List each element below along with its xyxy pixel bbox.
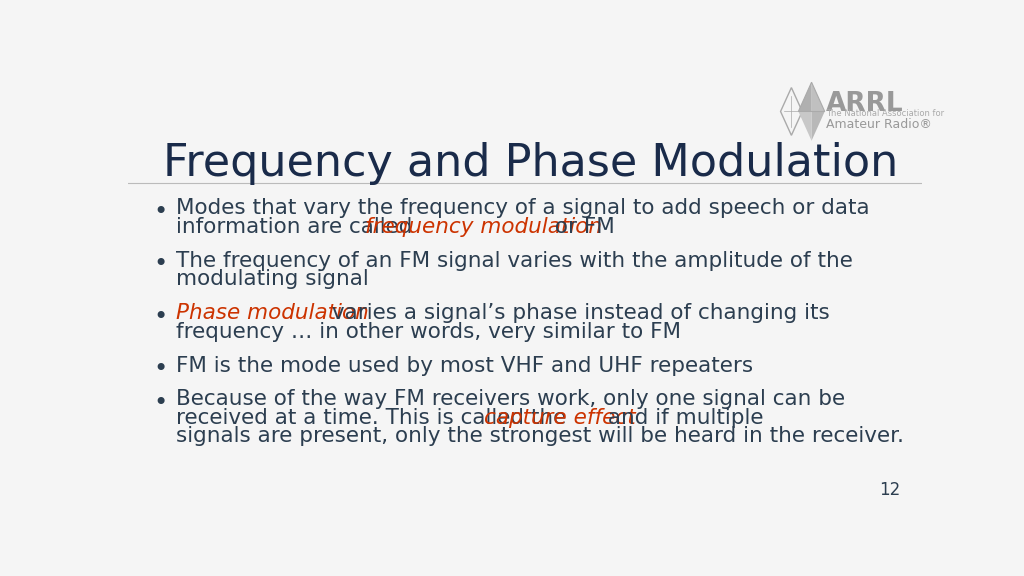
Text: 12: 12 bbox=[879, 481, 900, 499]
Text: received at a time. This is called the: received at a time. This is called the bbox=[176, 408, 573, 428]
Text: and if multiple: and if multiple bbox=[601, 408, 764, 428]
Text: •: • bbox=[154, 252, 168, 276]
Text: varies a signal’s phase instead of changing its: varies a signal’s phase instead of chang… bbox=[326, 303, 830, 323]
Polygon shape bbox=[812, 82, 824, 112]
Text: Modes that vary the frequency of a signal to add speech or data: Modes that vary the frequency of a signa… bbox=[176, 199, 869, 218]
Text: signals are present, only the strongest will be heard in the receiver.: signals are present, only the strongest … bbox=[176, 426, 904, 446]
Text: •: • bbox=[154, 391, 168, 415]
Text: information are called: information are called bbox=[176, 217, 419, 237]
Text: The National Association for: The National Association for bbox=[826, 109, 944, 118]
Text: The frequency of an FM signal varies with the amplitude of the: The frequency of an FM signal varies wit… bbox=[176, 251, 853, 271]
Polygon shape bbox=[799, 112, 812, 141]
Polygon shape bbox=[812, 112, 824, 141]
Text: Frequency and Phase Modulation: Frequency and Phase Modulation bbox=[163, 142, 898, 185]
Text: FM is the mode used by most VHF and UHF repeaters: FM is the mode used by most VHF and UHF … bbox=[176, 355, 754, 376]
Polygon shape bbox=[799, 82, 812, 112]
Text: Amateur Radio®: Amateur Radio® bbox=[826, 118, 932, 131]
Text: ARRL: ARRL bbox=[826, 90, 904, 117]
Text: capture effect: capture effect bbox=[483, 408, 636, 428]
Text: Phase modulation: Phase modulation bbox=[176, 303, 369, 323]
Text: Because of the way FM receivers work, only one signal can be: Because of the way FM receivers work, on… bbox=[176, 389, 845, 410]
Text: or FM: or FM bbox=[548, 217, 615, 237]
Text: •: • bbox=[154, 200, 168, 224]
Text: •: • bbox=[154, 305, 168, 329]
Text: frequency … in other words, very similar to FM: frequency … in other words, very similar… bbox=[176, 321, 681, 342]
Text: frequency modulation: frequency modulation bbox=[365, 217, 601, 237]
Text: •: • bbox=[154, 357, 168, 381]
Text: modulating signal: modulating signal bbox=[176, 270, 369, 289]
